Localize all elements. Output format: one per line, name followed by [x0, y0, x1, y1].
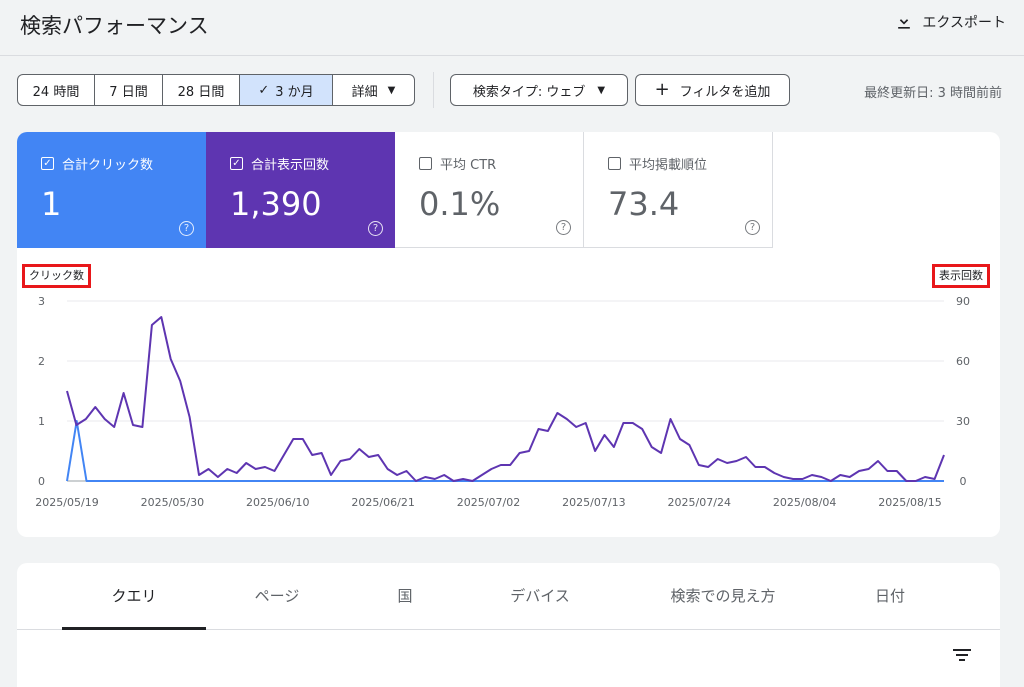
dimension-table-card: クエリ ページ 国 デバイス 検索での見え方 日付 [17, 563, 1000, 687]
y-left-tick-label: 2 [38, 355, 45, 368]
x-tick-label: 2025/07/02 [457, 496, 520, 509]
x-tick-label: 2025/07/24 [668, 496, 731, 509]
caret-down-icon: ▼ [597, 84, 606, 96]
range-28d-button[interactable]: 28 日間 [163, 75, 240, 105]
range-3m-button[interactable]: ✓ 3 か月 [240, 75, 333, 105]
x-tick-label: 2025/06/10 [246, 496, 309, 509]
metric-value: 0.1% [419, 185, 501, 223]
range-more-dropdown[interactable]: 詳細 ▼ [333, 75, 414, 105]
more-label: 詳細 [351, 84, 378, 100]
metric-average-ctr[interactable]: 平均 CTR 0.1% ? [395, 132, 584, 248]
x-tick-label: 2025/07/13 [562, 496, 625, 509]
plus-icon: + [654, 79, 670, 100]
metric-label: 合計クリック数 [62, 158, 154, 173]
metric-value: 1,390 [230, 185, 322, 223]
range-24h-button[interactable]: 24 時間 [18, 75, 95, 105]
x-tick-label: 2025/08/04 [773, 496, 836, 509]
tab-date[interactable]: 日付 [874, 587, 906, 605]
page-title: 検索パフォーマンス [20, 14, 209, 38]
x-tick-label: 2025/06/21 [351, 496, 414, 509]
x-tick-label: 2025/08/15 [878, 496, 941, 509]
tab-device[interactable]: デバイス [510, 587, 570, 605]
date-range-selector: 24 時間 7 日間 28 日間 ✓ 3 か月 詳細 ▼ [17, 74, 415, 106]
tab-country[interactable]: 国 [397, 587, 413, 605]
divider [433, 72, 434, 108]
y-right-tick-label: 0 [960, 475, 967, 488]
range-label: 24 時間 [32, 84, 80, 100]
help-icon[interactable]: ? [745, 220, 760, 235]
metric-total-impressions[interactable]: ✓ 合計表示回数 1,390 ? [206, 132, 395, 248]
tab-search-appearance[interactable]: 検索での見え方 [670, 587, 776, 605]
y-axis-left-title: クリック数 [22, 264, 91, 288]
impressions-series-line [66, 316, 945, 482]
help-icon[interactable]: ? [179, 221, 194, 236]
metric-label: 平均 CTR [440, 158, 497, 173]
range-7d-button[interactable]: 7 日間 [95, 75, 163, 105]
help-icon[interactable]: ? [556, 220, 571, 235]
export-label: エクスポート [922, 15, 1006, 31]
tab-page[interactable]: ページ [254, 587, 300, 605]
range-label: 7 日間 [109, 84, 148, 100]
checkbox-checked-icon: ✓ [41, 157, 54, 170]
metric-total-clicks[interactable]: ✓ 合計クリック数 1 ? [17, 132, 206, 248]
help-icon[interactable]: ? [368, 221, 383, 236]
checkbox-unchecked-icon [419, 157, 432, 170]
range-label: 3 か月 [275, 84, 314, 100]
toolbar: 24 時間 7 日間 28 日間 ✓ 3 か月 詳細 ▼ 検索タイプ: ウェブ ▼ … [0, 72, 1024, 108]
tab-query[interactable]: クエリ [111, 587, 157, 605]
search-type-label: 検索タイプ: ウェブ [472, 84, 586, 100]
download-icon [898, 13, 911, 29]
check-icon: ✓ [258, 82, 270, 98]
search-type-dropdown[interactable]: 検索タイプ: ウェブ ▼ [450, 74, 628, 106]
active-tab-indicator [62, 627, 206, 630]
caret-down-icon: ▼ [387, 84, 396, 96]
metric-label: 平均掲載順位 [629, 158, 708, 173]
x-tick-label: 2025/05/19 [35, 496, 98, 509]
y-left-tick-label: 1 [38, 415, 45, 428]
checkbox-unchecked-icon [608, 157, 621, 170]
range-label: 28 日間 [177, 84, 225, 100]
add-filter-label: フィルタを追加 [679, 84, 771, 100]
performance-chart-card: ✓ 合計クリック数 1 ? ✓ 合計表示回数 1,390 ? 平均 CTR 0.1%… [17, 132, 1000, 537]
y-axis-right-title: 表示回数 [932, 264, 990, 288]
clicks-series-line [66, 420, 944, 482]
export-button[interactable]: エクスポート [894, 12, 1006, 32]
y-right-tick-label: 90 [956, 295, 970, 308]
y-right-tick-label: 60 [956, 355, 970, 368]
y-left-tick-label: 3 [38, 295, 45, 308]
metric-value: 1 [41, 185, 62, 223]
y-right-tick-label: 30 [956, 415, 970, 428]
filter-icon[interactable] [952, 647, 972, 663]
performance-line-chart: 0 0 1 30 2 60 3 90 2025/05/19 2025/05/30 2025/06/1… [35, 295, 970, 509]
add-filter-button[interactable]: + フィルタを追加 [635, 74, 790, 106]
checkbox-checked-icon: ✓ [230, 157, 243, 170]
x-tick-label: 2025/05/30 [141, 496, 204, 509]
y-left-tick-label: 0 [38, 475, 45, 488]
metric-average-position[interactable]: 平均掲載順位 73.4 ? [584, 132, 773, 248]
metric-label: 合計表示回数 [251, 158, 330, 173]
last-updated-text: 最終更新日: 3 時間前前 [864, 86, 1002, 101]
page-header: 検索パフォーマンス エクスポート [0, 0, 1024, 56]
metric-value: 73.4 [608, 185, 680, 223]
dimension-tabs: クエリ ページ 国 デバイス 検索での見え方 日付 [17, 563, 1000, 630]
